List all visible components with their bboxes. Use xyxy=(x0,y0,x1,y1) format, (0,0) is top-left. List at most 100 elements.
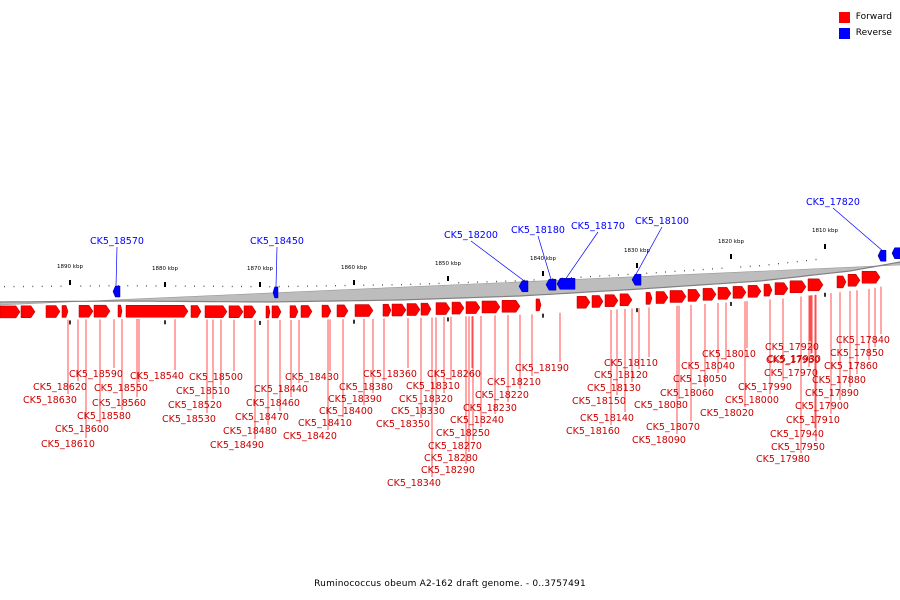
legend-forward-label: Forward xyxy=(855,12,892,22)
forward-gene-label: CK5_18020 xyxy=(700,408,754,419)
forward-gene-label: CK5_18510 xyxy=(176,386,230,397)
forward-gene-label: CK5_18190 xyxy=(515,363,569,374)
reverse-gene-block xyxy=(891,247,900,259)
forward-gene-block xyxy=(702,288,717,301)
scale-minor-tick xyxy=(307,285,308,287)
legend-reverse-label: Reverse xyxy=(855,28,892,38)
reverse-gene-label: CK5_18570 xyxy=(90,236,144,247)
forward-gene-block xyxy=(465,301,481,314)
reverse-gene-leader xyxy=(275,246,278,287)
scale-major-tick xyxy=(164,282,166,287)
forward-gene-block xyxy=(717,287,732,300)
scale-minor-tick xyxy=(665,271,666,273)
forward-gene-label: CK5_17960 xyxy=(766,355,820,366)
scale-minor-tick xyxy=(4,285,5,288)
scale-minor-tick xyxy=(335,284,336,287)
forward-gene-label: CK5_18010 xyxy=(702,349,756,360)
scale-minor-tick xyxy=(278,285,280,288)
scale-minor-tick xyxy=(325,285,327,287)
forward-gene-block xyxy=(125,304,189,318)
forward-gene-label: CK5_17850 xyxy=(830,348,884,359)
scale-minor-tick xyxy=(768,264,770,266)
scale-minor-tick xyxy=(524,279,525,282)
forward-gene-label: CK5_18550 xyxy=(94,383,148,394)
scale-minor-tick xyxy=(684,270,685,272)
scale-minor-tick xyxy=(496,280,497,283)
forward-gene-label: CK5_18070 xyxy=(646,422,700,433)
forward-gene-block xyxy=(78,305,94,318)
scale-minor-tick xyxy=(51,285,52,287)
scale-minor-tick xyxy=(552,278,554,280)
scale-minor-tick xyxy=(32,285,34,288)
scale-minor-tick xyxy=(363,284,365,286)
scale-minor-tick xyxy=(316,285,318,287)
forward-gene-label: CK5_18330 xyxy=(391,406,445,417)
scale-minor-tick xyxy=(674,270,676,273)
scale-minor-tick xyxy=(778,263,779,265)
scale-minor-tick xyxy=(702,268,704,271)
forward-gene-block xyxy=(420,302,432,316)
gene-marker-tick xyxy=(730,301,732,306)
forward-gene-block xyxy=(451,301,465,315)
forward-gene-block xyxy=(300,305,313,318)
reverse-gene-label: CK5_18200 xyxy=(444,230,498,241)
scale-minor-tick xyxy=(533,279,535,281)
forward-gene-label: CK5_18320 xyxy=(399,394,453,405)
scale-minor-tick xyxy=(372,284,374,286)
forward-gene-label: CK5_17970 xyxy=(764,368,818,379)
forward-gene-label: CK5_17920 xyxy=(765,342,819,353)
forward-gene-label: CK5_18530 xyxy=(162,414,216,425)
gene-marker-tick xyxy=(636,308,638,313)
scale-minor-tick xyxy=(590,275,591,278)
forward-gene-label: CK5_18080 xyxy=(634,400,688,411)
forward-gene-block xyxy=(336,304,349,318)
forward-gene-block xyxy=(501,300,521,313)
forward-gene-block xyxy=(391,303,407,317)
forward-gene-block xyxy=(576,296,591,309)
forward-gene-label: CK5_18430 xyxy=(285,372,339,383)
scale-label: 1880 kbp xyxy=(152,266,178,272)
reverse-gene-leader xyxy=(635,226,663,275)
forward-gene-label: CK5_18380 xyxy=(339,382,393,393)
gene-marker-tick xyxy=(542,313,544,318)
forward-gene-label: CK5_17980 xyxy=(756,454,810,465)
scale-major-tick xyxy=(353,280,355,285)
reverse-swatch xyxy=(838,27,850,39)
forward-gene-block xyxy=(190,305,202,318)
forward-gene-label: CK5_18610 xyxy=(41,439,95,450)
forward-gene-label: CK5_18390 xyxy=(328,394,382,405)
legend-reverse: Reverse xyxy=(838,25,892,41)
scale-minor-tick xyxy=(514,280,516,282)
forward-gene-label: CK5_18230 xyxy=(463,403,517,414)
forward-gene-block xyxy=(669,290,687,303)
forward-gene-label: CK5_18290 xyxy=(421,465,475,476)
forward-gene-block xyxy=(604,294,619,307)
forward-gene-label: CK5_18590 xyxy=(69,369,123,380)
forward-gene-label: CK5_18110 xyxy=(604,358,658,369)
scale-minor-tick xyxy=(382,284,383,286)
scale-minor-tick xyxy=(118,285,119,287)
forward-gene-label: CK5_18000 xyxy=(725,395,779,406)
gene-marker-tick xyxy=(824,292,826,297)
scale-minor-tick xyxy=(580,276,582,278)
scale-minor-tick xyxy=(419,283,421,285)
forward-gene-block xyxy=(204,305,228,318)
forward-gene-block xyxy=(382,303,392,317)
scale-minor-tick xyxy=(627,273,629,276)
scale-label: 1870 kbp xyxy=(247,266,273,272)
forward-gene-block xyxy=(243,305,257,319)
legend-forward: Forward xyxy=(838,9,892,25)
figure-caption: Ruminococcus obeum A2-162 draft genome. … xyxy=(314,579,586,589)
scale-minor-tick xyxy=(759,265,760,267)
scale-minor-tick xyxy=(13,285,15,288)
forward-gene-block xyxy=(847,274,861,287)
forward-gene-label: CK5_18480 xyxy=(223,426,277,437)
scale-minor-tick xyxy=(410,283,412,286)
scale-minor-tick xyxy=(80,285,82,287)
forward-gene-label: CK5_18210 xyxy=(487,377,541,388)
scale-label: 1820 kbp xyxy=(718,239,744,245)
scale-minor-tick xyxy=(618,274,619,276)
forward-gene-label: CK5_18150 xyxy=(572,396,626,407)
forward-gene-block xyxy=(687,289,701,302)
